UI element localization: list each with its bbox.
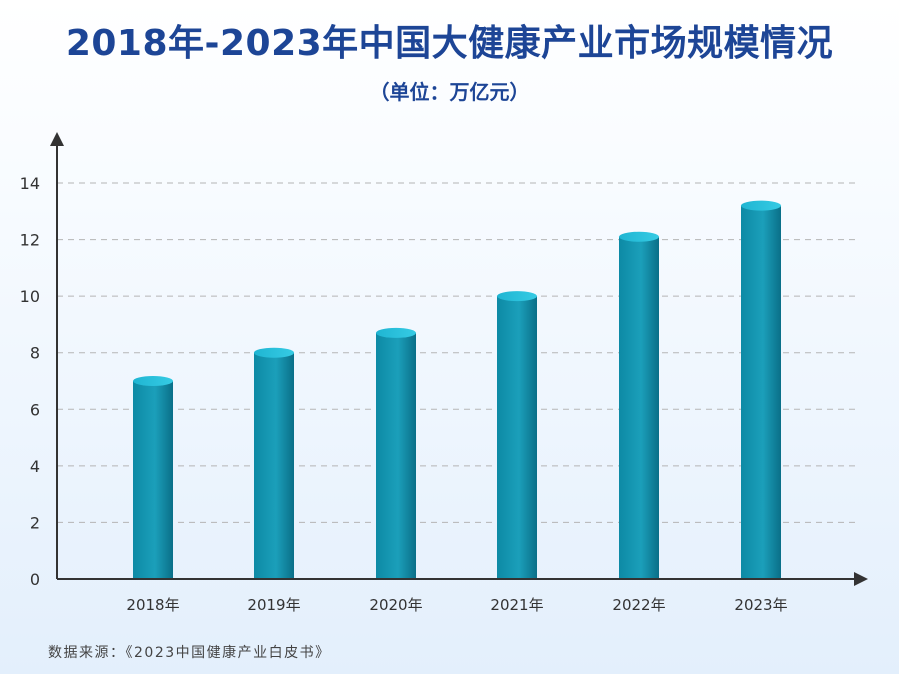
x-axis-arrow <box>854 572 868 586</box>
bar <box>497 291 537 579</box>
chart-unit-subtitle: （单位：万亿元） <box>369 80 530 104</box>
x-tick-label: 2021年 <box>490 596 543 614</box>
bar-cap <box>619 231 659 242</box>
bar-body <box>254 352 294 579</box>
y-tick-label: 10 <box>20 287 40 306</box>
y-axis-arrow <box>50 132 64 146</box>
bar-body <box>497 296 537 579</box>
y-tick-label: 0 <box>30 570 40 589</box>
bar-body <box>741 205 781 579</box>
bar <box>619 231 659 579</box>
y-tick-label: 12 <box>20 231 40 250</box>
bar <box>254 347 294 579</box>
y-tick-label: 6 <box>30 400 40 419</box>
x-tick-label: 2018年 <box>126 596 179 614</box>
y-tick-label: 2 <box>30 513 40 532</box>
bar <box>376 327 416 579</box>
y-tick-label: 8 <box>30 344 40 363</box>
x-tick-label: 2019年 <box>247 596 300 614</box>
data-source-note: 数据来源：《2023中国健康产业白皮书》 <box>48 645 331 661</box>
bar-body <box>376 332 416 579</box>
y-tick-label: 14 <box>20 174 40 193</box>
x-tick-label: 2020年 <box>369 596 422 614</box>
bar <box>133 376 173 579</box>
bar-cap <box>133 376 173 386</box>
chart-title: 2018年-2023年中国大健康产业市场规模情况 <box>65 23 834 64</box>
bar-cap <box>497 291 537 302</box>
bar-cap <box>376 327 416 338</box>
y-tick-label: 4 <box>30 457 40 476</box>
bar-cap <box>254 347 294 358</box>
x-tick-label: 2022年 <box>612 596 665 614</box>
x-tick-label: 2023年 <box>734 596 787 614</box>
bar <box>741 200 781 579</box>
bar-body <box>619 236 659 579</box>
bar-body <box>133 381 173 579</box>
bar-cap <box>741 200 781 211</box>
